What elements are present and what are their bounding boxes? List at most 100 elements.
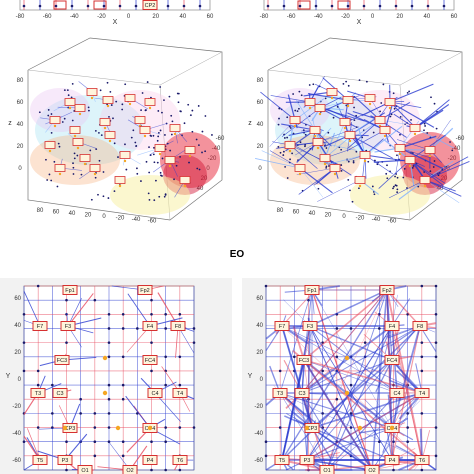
source-node — [148, 146, 150, 149]
electrode-box — [384, 321, 400, 331]
electrode-box — [379, 126, 391, 134]
source-node — [286, 177, 289, 179]
source-node — [157, 135, 160, 138]
source-node — [410, 119, 412, 121]
x-tick-label: -20 — [116, 216, 125, 222]
electrode-box — [124, 94, 136, 102]
source-node — [159, 129, 162, 132]
source-node — [53, 160, 56, 163]
electrode-box — [142, 0, 158, 10]
electrode-box — [354, 176, 366, 184]
source-node — [157, 131, 160, 134]
source-node — [47, 114, 50, 117]
source-node — [283, 137, 286, 139]
electrode-label: C4 — [151, 391, 158, 397]
source-node — [417, 185, 420, 188]
source-node — [430, 96, 432, 99]
grid-node — [93, 426, 97, 429]
grid-node — [134, 4, 138, 8]
connection-line — [349, 134, 393, 159]
source-node — [117, 156, 119, 158]
source-node — [187, 103, 190, 106]
source-node — [296, 110, 299, 113]
x-tick-label: -80 — [260, 14, 269, 20]
grid-node — [70, 4, 74, 8]
brain-3d-left-panel: 806040200z806040200-20-40-6040200-20-40-… — [0, 30, 237, 235]
source-node — [63, 117, 66, 120]
source-node — [282, 150, 285, 153]
grid-node — [150, 440, 153, 443]
grid-node — [107, 327, 111, 330]
source-node — [358, 79, 361, 82]
source-node — [58, 145, 61, 148]
source-node — [132, 129, 135, 132]
source-node — [98, 132, 100, 134]
connection-line — [309, 325, 393, 361]
connection-line — [269, 119, 296, 147]
x-tick-label: -60 — [148, 219, 157, 225]
grid-node — [150, 468, 153, 472]
electrode-box — [139, 126, 151, 134]
source-node — [389, 115, 392, 118]
source-node — [71, 82, 74, 85]
y-axis-label: Y — [248, 373, 253, 380]
electrode-label: T4 — [177, 391, 183, 397]
source-node — [379, 110, 381, 113]
electrode-label: P3 — [304, 458, 311, 464]
source-node — [198, 168, 201, 171]
source-node — [145, 160, 148, 163]
source-node — [155, 179, 157, 182]
source-node — [433, 160, 436, 162]
source-node — [298, 90, 301, 93]
electrode-box — [364, 465, 380, 474]
source-node — [324, 97, 327, 100]
electrode-box — [30, 388, 46, 398]
electrode-label: O1 — [81, 468, 88, 474]
source-node — [161, 157, 164, 160]
grid-node — [51, 412, 54, 415]
x-tick-label: -40 — [372, 217, 381, 223]
grid-node — [362, 4, 366, 8]
source-node — [435, 127, 438, 130]
grid-node — [335, 397, 339, 401]
connection-line — [347, 119, 381, 149]
grid-node — [434, 341, 438, 344]
electrode-hub — [173, 132, 177, 136]
y-tick-label: -60 — [12, 458, 21, 464]
grid-node — [121, 327, 125, 330]
electrode-box — [299, 455, 315, 465]
electrode-box — [147, 388, 163, 398]
y-tick-label: 40 — [14, 323, 21, 329]
electrode-hub — [78, 112, 82, 116]
source-node — [140, 180, 142, 182]
source-node — [394, 184, 397, 187]
source-node — [289, 158, 291, 161]
source-node — [46, 179, 49, 181]
source-node — [113, 190, 116, 193]
grid-node — [420, 355, 424, 359]
source-node — [164, 134, 166, 136]
x-tick-label: 0 — [342, 214, 346, 220]
grid-node — [65, 341, 68, 344]
grid-node — [164, 426, 167, 429]
connection-line — [409, 159, 415, 187]
source-node — [125, 168, 128, 171]
hub-marker — [344, 390, 350, 396]
source-node — [169, 149, 172, 152]
brain-3d-left-svg: 806040200z806040200-20-40-6040200-20-40-… — [8, 37, 225, 225]
source-node — [340, 148, 343, 151]
connection-line — [324, 132, 336, 159]
source-node — [302, 129, 305, 132]
source-node — [61, 121, 64, 123]
source-node — [152, 134, 155, 137]
source-node — [130, 136, 133, 139]
connection-line — [281, 359, 305, 461]
electrode-box — [62, 285, 78, 295]
grid-node — [102, 4, 106, 8]
electrode-hub — [123, 159, 127, 163]
grid-node — [93, 298, 97, 302]
source-node — [110, 104, 113, 106]
source-node — [72, 173, 75, 175]
source-node — [158, 195, 161, 198]
electrode-box — [172, 388, 188, 398]
